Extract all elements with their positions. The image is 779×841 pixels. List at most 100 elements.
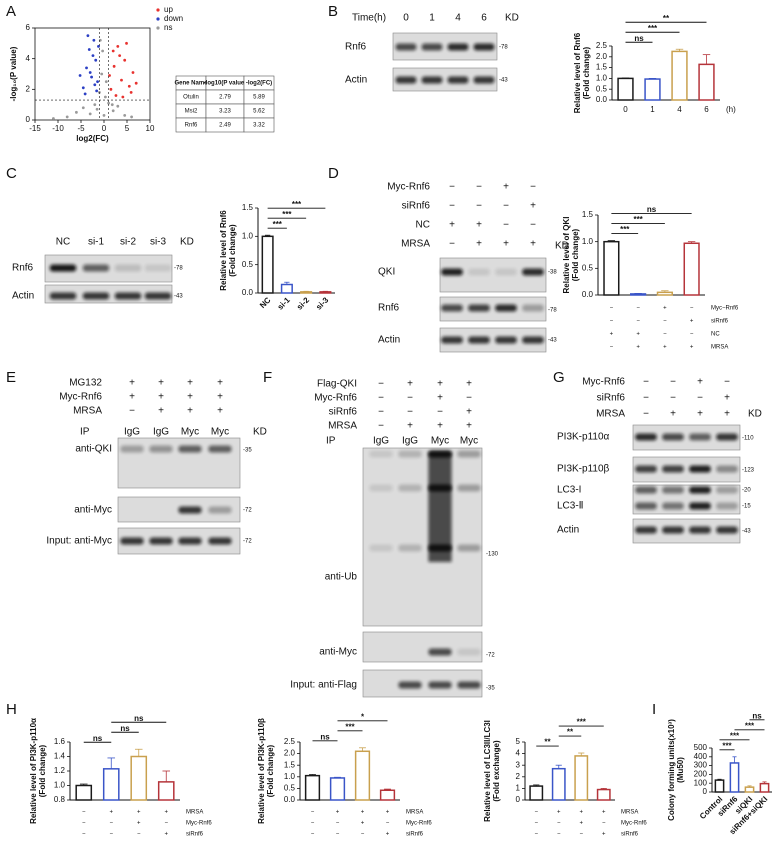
bar (671, 50, 688, 101)
condition-name: NC (711, 332, 720, 338)
bar (304, 774, 321, 801)
blot-band (662, 486, 684, 494)
point (112, 64, 116, 68)
bar (329, 777, 346, 801)
blot-row-label: anti-Ub (325, 572, 358, 583)
condition-mark: − (557, 832, 561, 838)
kd-label: KD (505, 13, 519, 24)
blot-band (689, 502, 711, 510)
point (81, 86, 85, 90)
point (103, 95, 107, 99)
point (104, 80, 108, 84)
condition-name: Myc-Rnf6 (406, 821, 432, 827)
significance-label: ** (567, 728, 574, 737)
table-cell-text: 2.49 (219, 123, 231, 129)
condition-name: siRnf6 (186, 832, 204, 838)
condition-mark: − (579, 832, 583, 838)
lane-label: IgG (402, 436, 418, 447)
blot-band (635, 502, 657, 510)
panel-label: C (6, 165, 17, 182)
blot-band (149, 537, 173, 545)
condition-mark: + (530, 239, 536, 250)
condition-mark: − (724, 377, 730, 388)
panel-label: D (328, 165, 339, 182)
bar (319, 291, 332, 294)
condition-mark: + (466, 421, 472, 432)
plot-frame (34, 27, 151, 121)
bar (529, 785, 544, 801)
y-tick-label: 0.0 (242, 288, 254, 297)
significance-label: *** (345, 722, 355, 731)
condition-mark: + (663, 306, 667, 312)
blot-band (114, 264, 142, 272)
blot-size-label: -43 (174, 294, 183, 300)
y-tick-label: 2 (516, 772, 521, 781)
bar (644, 78, 661, 101)
condition-mark: + (602, 832, 606, 838)
blot-row-label: LC3-I (557, 485, 581, 496)
condition-mark: + (579, 821, 583, 827)
condition-mark: − (311, 821, 315, 827)
condition-name: MRSA (621, 810, 638, 816)
condition-name: Myc-Rnf6 (582, 377, 625, 388)
blot-band (689, 486, 711, 494)
panel-label: A (6, 3, 16, 20)
lane-title: IP (326, 436, 336, 447)
blot-size-label: -78 (174, 266, 183, 272)
significance-label: ns (320, 732, 330, 741)
significance-label: ns (134, 714, 144, 723)
condition-mark: + (386, 832, 390, 838)
condition-mark: − (407, 393, 413, 404)
x-tick-label: 6 (704, 105, 709, 114)
condition-name: MRSA (406, 810, 423, 816)
point (123, 114, 127, 117)
condition-name: Myc-Rnf6 (621, 821, 647, 827)
bar (729, 762, 740, 793)
x-tick-label: si-2 (295, 295, 312, 312)
condition-name: siRnf6 (402, 201, 431, 212)
blot-row-label: anti-QKI (75, 444, 112, 455)
point (118, 54, 122, 57)
bar (261, 235, 274, 294)
y-axis-label: Relative level of LC3II/LC3I (483, 720, 492, 822)
y-tick-label: 0.5 (242, 260, 254, 269)
condition-mark: + (187, 406, 193, 417)
blot-size-label: -72 (243, 508, 252, 514)
condition-mark: − (636, 306, 640, 312)
point (93, 103, 97, 107)
bar (630, 293, 647, 296)
blot-size-label: -78 (499, 45, 508, 51)
point (93, 83, 97, 87)
y-tick-label: 1.5 (596, 63, 608, 72)
blot-band (522, 268, 544, 276)
significance-label: *** (282, 210, 292, 219)
x-tick-label: NC (258, 295, 273, 310)
condition-mark: + (503, 182, 509, 193)
point (120, 78, 123, 82)
blot-size-label: -38 (548, 270, 557, 276)
condition-name: MRSA (711, 345, 728, 351)
bar (744, 786, 755, 793)
condition-mark: − (378, 379, 384, 390)
blot-band (441, 304, 463, 312)
point (107, 101, 110, 105)
point (101, 49, 105, 53)
blot-band (522, 336, 544, 344)
condition-mark: + (361, 810, 365, 816)
point (85, 66, 88, 70)
condition-name: Myc-Rnf6 (186, 821, 212, 827)
condition-mark: − (129, 406, 135, 417)
condition-mark: − (663, 332, 667, 338)
x-tick-label: si-1 (276, 295, 293, 312)
point (86, 34, 90, 38)
condition-mark: − (557, 821, 561, 827)
blot-band (495, 268, 517, 276)
lane-label: si-3 (150, 237, 167, 248)
point (92, 38, 96, 42)
blot-band (473, 76, 495, 84)
x-tick-label: 5 (125, 124, 130, 133)
condition-name: siRnf6 (711, 319, 729, 325)
blot-row-label: Rnf6 (378, 303, 400, 314)
blot-band (689, 433, 711, 441)
